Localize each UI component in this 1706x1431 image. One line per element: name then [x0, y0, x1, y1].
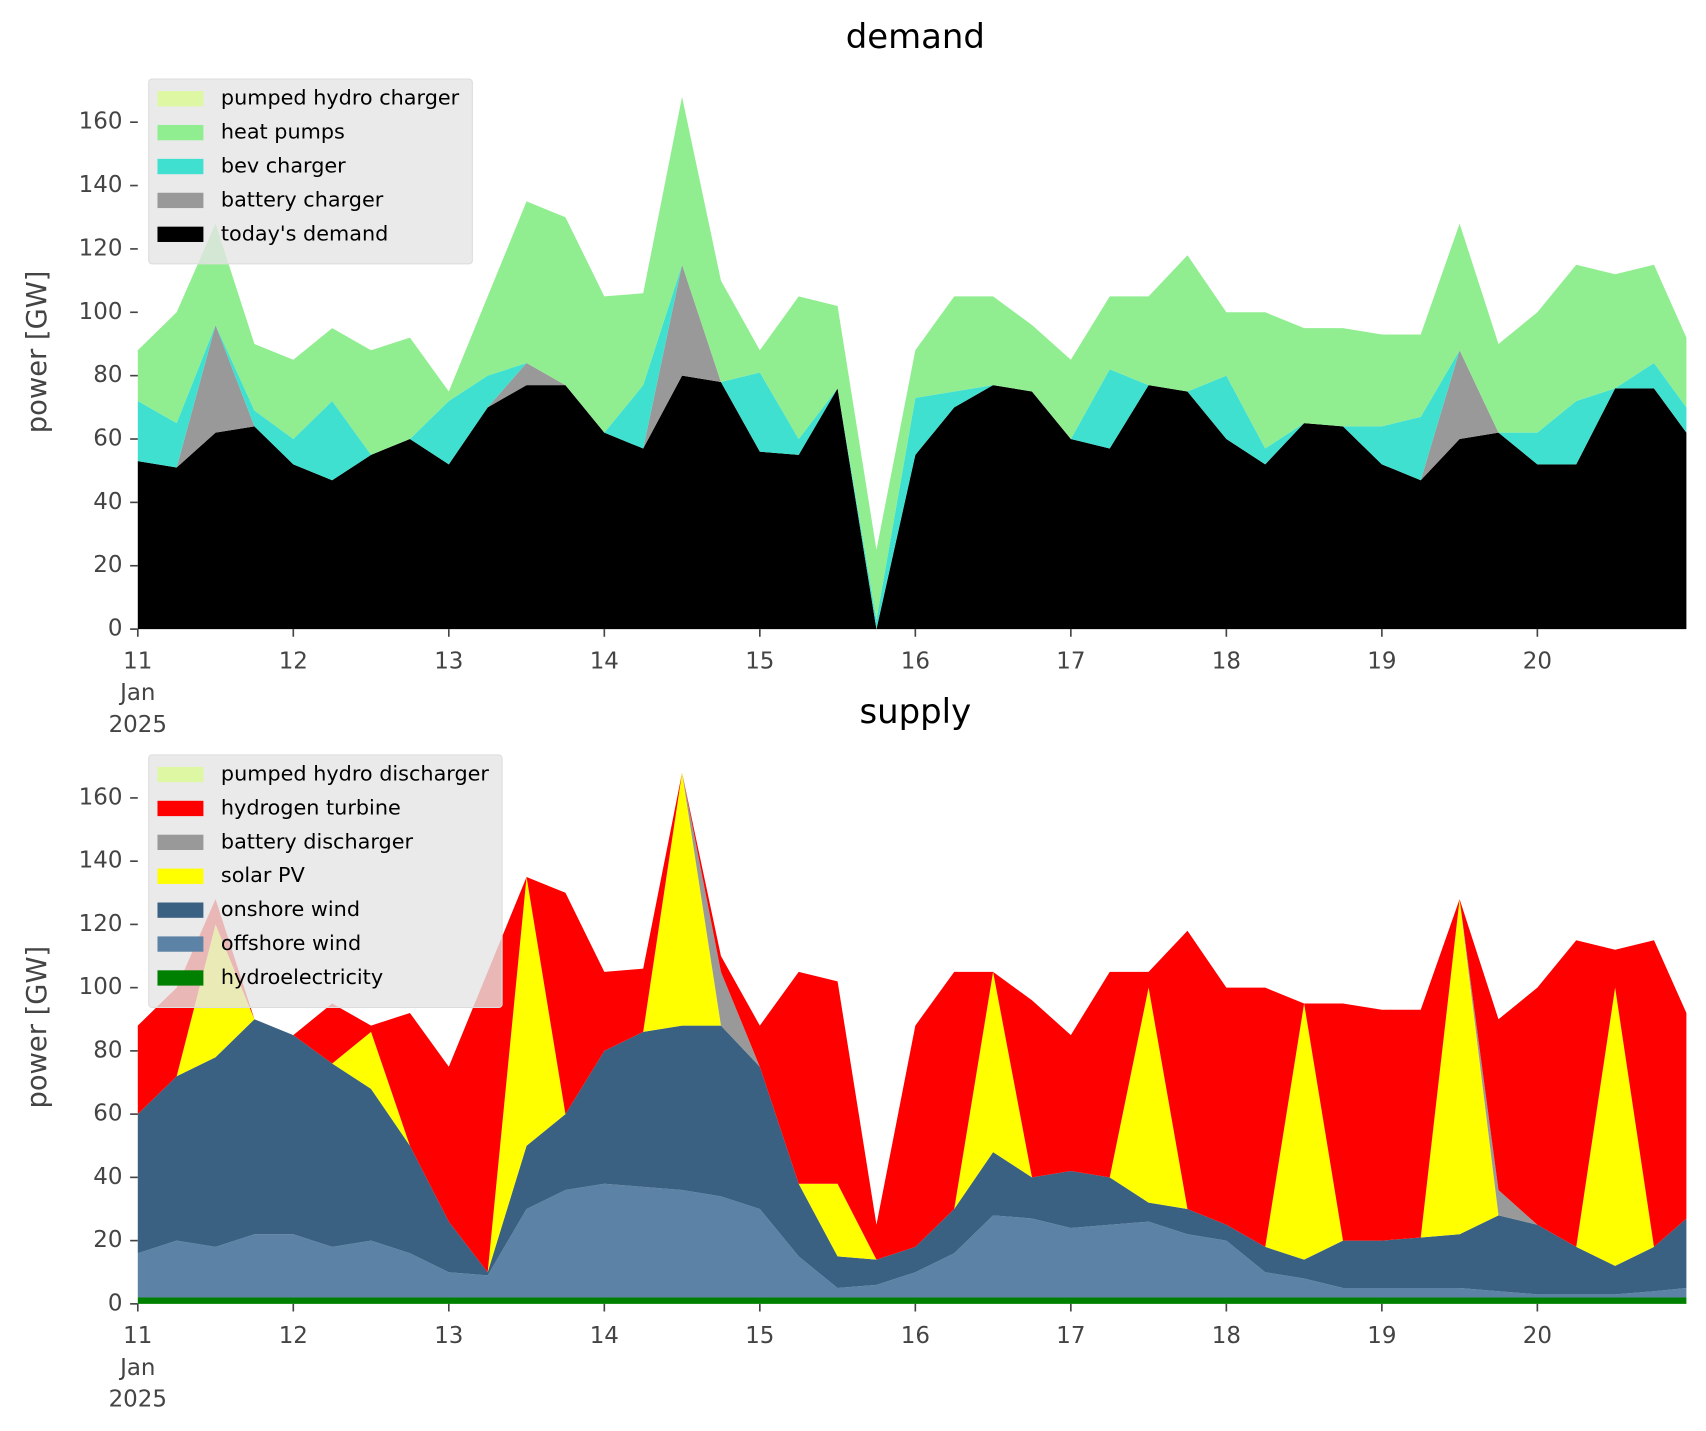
legend-box — [148, 754, 503, 1009]
x-tick-label: 13 — [434, 648, 463, 674]
chart-title: supply — [860, 692, 972, 731]
area — [137, 96, 1687, 620]
legend-swatch — [157, 124, 204, 141]
legend-label: heat pumps — [221, 120, 345, 144]
legend-label: offshore wind — [221, 931, 361, 955]
area — [137, 1019, 1687, 1295]
legend-label: hydrogen turbine — [221, 795, 401, 819]
y-tick-label: 120 — [79, 911, 123, 937]
y-tick-label: 160 — [79, 109, 123, 135]
legend-swatch — [157, 91, 204, 107]
legend: pumped hydro charger heat pumps bev charge… — [148, 78, 473, 265]
x-tick-label: 17 — [1056, 1323, 1085, 1349]
y-tick-label: 80 — [93, 1037, 122, 1063]
y-axis-label: power [GW] — [22, 271, 53, 434]
x-tick-label: 11 Jan 2025 — [109, 1323, 167, 1412]
legend-label: today's demand — [221, 221, 388, 245]
y-tick-label: 120 — [79, 235, 123, 261]
y-tick-label: 20 — [93, 552, 122, 578]
x-tick-label: 15 — [745, 1323, 774, 1349]
y-tick-label: 140 — [79, 172, 123, 198]
legend-label: hydroelectricity — [221, 965, 383, 989]
y-tick-label: 160 — [79, 784, 123, 810]
y-tick-label: 20 — [93, 1227, 122, 1253]
legend-box — [148, 78, 473, 265]
x-tick-label: 12 — [279, 648, 308, 674]
legend-swatch — [157, 192, 204, 209]
legend-label: battery discharger — [221, 829, 414, 853]
area — [137, 1297, 1687, 1304]
x-tick-label: 19 — [1367, 648, 1396, 674]
x-tick-label: 14 — [590, 648, 619, 674]
area — [137, 264, 1687, 630]
x-tick-label: 13 — [434, 1323, 463, 1349]
y-axis-label: power [GW] — [22, 946, 53, 1109]
legend-swatch — [157, 936, 204, 952]
y-tick-label: 100 — [79, 299, 123, 325]
legend-swatch — [157, 868, 204, 884]
y-tick-label: 80 — [93, 362, 122, 388]
x-tick-label: 12 — [279, 1323, 308, 1349]
x-tick-label: 20 — [1523, 648, 1552, 674]
area — [137, 772, 1687, 1273]
y-tick-label: 140 — [79, 848, 123, 874]
legend-swatch — [157, 970, 204, 986]
y-tick-label: 100 — [79, 974, 123, 1000]
legend-label: battery charger — [221, 187, 384, 211]
legend-label: pumped hydro charger — [221, 86, 460, 110]
area — [137, 772, 1687, 1273]
legend: pumped hydro discharger hydrogen turbine b… — [148, 754, 503, 1009]
x-tick-label: 16 — [901, 648, 930, 674]
x-tick-label: 16 — [901, 1323, 930, 1349]
y-tick-label: 60 — [93, 426, 122, 452]
y-tick-label: 60 — [93, 1101, 122, 1127]
legend-swatch — [157, 158, 204, 175]
chart-title: demand — [846, 17, 985, 56]
y-tick-label: 40 — [93, 489, 122, 515]
legend-swatch — [157, 902, 204, 918]
y-tick-label: 40 — [93, 1164, 122, 1190]
area — [137, 375, 1687, 630]
legend-swatch — [157, 226, 204, 242]
x-tick-label: 15 — [745, 648, 774, 674]
y-tick-label: 0 — [108, 1290, 123, 1316]
legend-label: solar PV — [221, 863, 306, 887]
x-tick-label: 11 Jan 2025 — [109, 648, 167, 737]
legend-label: pumped hydro discharger — [221, 762, 490, 786]
area — [137, 1183, 1687, 1298]
legend-swatch — [157, 800, 204, 817]
x-tick-label: 17 — [1056, 648, 1085, 674]
legend-label: onshore wind — [221, 897, 360, 921]
x-tick-label: 20 — [1523, 1323, 1552, 1349]
x-tick-label: 18 — [1212, 1323, 1241, 1349]
legend-swatch — [157, 766, 204, 783]
x-tick-label: 19 — [1367, 1323, 1396, 1349]
x-tick-label: 14 — [590, 1323, 619, 1349]
y-tick-label: 0 — [108, 616, 123, 642]
x-tick-label: 18 — [1212, 648, 1241, 674]
legend-swatch — [157, 834, 204, 851]
legend-label: bev charger — [221, 154, 346, 178]
area — [137, 772, 1687, 1273]
